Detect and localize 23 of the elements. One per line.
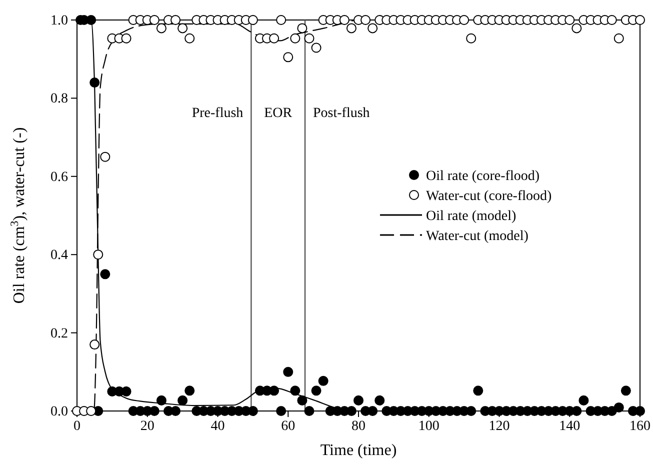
y-tick-label: 0.6 [50,170,68,185]
x-tick-label: 140 [559,418,580,434]
x-tick-label: 160 [630,418,650,434]
y-tick-label: 0.4 [50,248,68,264]
x-tick-label: 120 [488,418,510,434]
legend-label: Oil rate (model) [426,209,517,224]
legend-label: Oil rate (core-flood) [426,169,540,184]
y-tick-label: 0.8 [50,92,68,107]
y-tick-label: 0.2 [50,326,68,342]
x-tick-label: 40 [210,418,225,434]
x-tick-label: 20 [140,418,154,434]
y-tick-label: 1.0 [50,13,68,28]
x-tick-label: 60 [281,418,296,434]
annotation: Pre-flush [192,106,244,121]
y-tick-label: 0.0 [50,404,68,420]
legend-label: Water-cut (core-flood) [426,189,552,204]
x-tick-label: 0 [74,418,80,434]
x-tick-label: 80 [352,418,366,434]
annotation: Post-flush [313,106,370,121]
legend-label: Water-cut (model) [426,229,529,244]
x-tick-label: 100 [418,418,440,434]
x-axis-title: Time (time) [320,442,397,459]
annotation: EOR [264,106,293,121]
